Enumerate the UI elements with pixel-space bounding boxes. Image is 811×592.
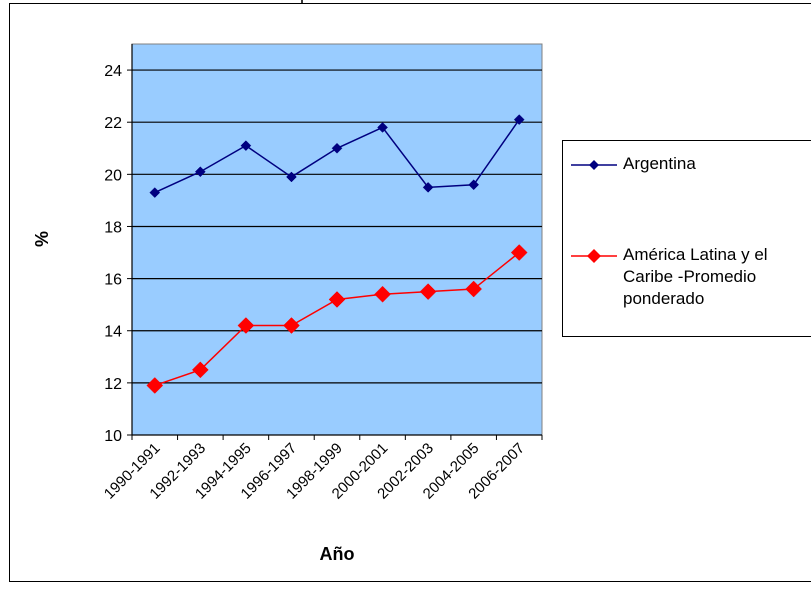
- y-tick-label: 18: [104, 219, 122, 236]
- plot-area: [132, 44, 542, 435]
- chart-title-fragment: p: [300, 0, 310, 5]
- y-tick-label: 14: [104, 324, 122, 341]
- y-axis-label: %: [32, 231, 52, 247]
- y-tick-label: 20: [104, 167, 122, 184]
- legend-label-line: Caribe -Promedio: [623, 266, 811, 288]
- y-tick-label: 16: [104, 272, 122, 289]
- legend-label-line: Argentina: [623, 153, 811, 175]
- legend-key-argentina: [571, 155, 617, 175]
- y-tick-label: 24: [104, 63, 122, 80]
- y-tick-label: 10: [104, 428, 122, 445]
- y-tick-label: 22: [104, 115, 122, 132]
- x-axis-label: Año: [320, 544, 355, 564]
- legend-key-latam: [571, 246, 617, 266]
- legend: Argentina América Latina y el Caribe -Pr…: [562, 140, 811, 337]
- legend-label-line: América Latina y el: [623, 244, 811, 266]
- legend-label-latam: América Latina y el Caribe -Promedio pon…: [623, 244, 811, 310]
- legend-label-line: ponderado: [623, 288, 811, 310]
- y-tick-label: 12: [104, 376, 122, 393]
- legend-label-argentina: Argentina: [623, 153, 811, 175]
